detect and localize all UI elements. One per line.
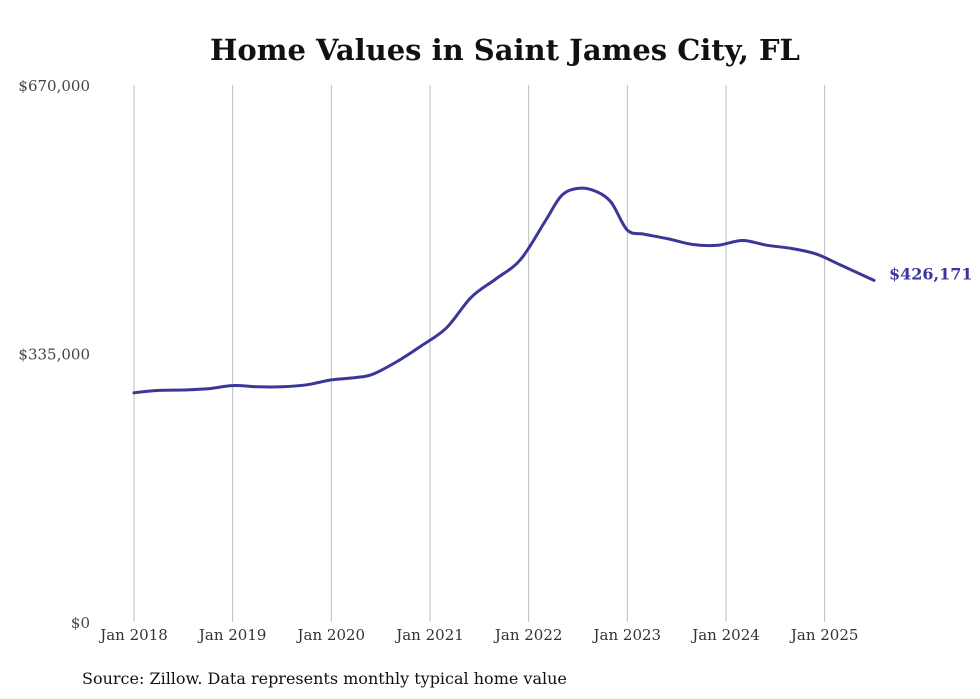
x-tick-label: Jan 2022: [493, 626, 563, 644]
x-tick-label: Jan 2023: [592, 626, 662, 644]
y-tick-label: $670,000: [18, 77, 90, 95]
chart-title: Home Values in Saint James City, FL: [210, 33, 800, 67]
x-tick-label: Jan 2020: [296, 626, 366, 644]
y-axis-labels: $670,000 $335,000 $0: [18, 77, 90, 632]
vertical-gridlines: [133, 85, 826, 622]
x-tick-label: Jan 2018: [98, 626, 168, 644]
x-tick-label: Jan 2021: [394, 626, 464, 644]
source-note: Source: Zillow. Data represents monthly …: [82, 669, 567, 688]
latest-value-label: $426,171: [889, 264, 973, 283]
x-tick-label: Jan 2024: [690, 626, 760, 644]
home-value-line: [132, 186, 876, 395]
x-axis-labels: Jan 2018 Jan 2019 Jan 2020 Jan 2021 Jan …: [98, 626, 858, 644]
y-tick-label: $335,000: [18, 346, 90, 364]
x-tick-label: Jan 2025: [789, 626, 859, 644]
y-tick-label: $0: [71, 614, 90, 632]
x-tick-label: Jan 2019: [197, 626, 267, 644]
